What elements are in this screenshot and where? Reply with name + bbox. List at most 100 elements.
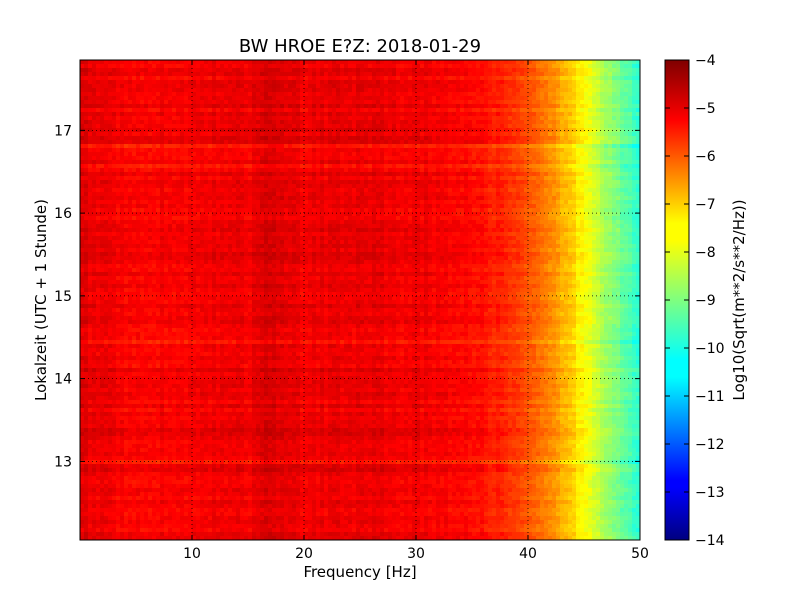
heatmap-cell	[428, 64, 433, 69]
heatmap-cell	[236, 152, 241, 157]
heatmap-cell	[224, 144, 229, 149]
heatmap-cell	[200, 148, 205, 153]
heatmap-cell	[356, 84, 361, 89]
heatmap-cell	[408, 104, 413, 109]
heatmap-cell	[388, 196, 393, 201]
heatmap-cell	[536, 192, 541, 197]
heatmap-cell	[532, 136, 537, 141]
heatmap-cell	[80, 60, 85, 65]
heatmap-cell	[224, 136, 229, 141]
heatmap-cell	[324, 112, 329, 117]
heatmap-cell	[564, 176, 569, 181]
heatmap-cell	[468, 176, 473, 181]
heatmap-cell	[148, 120, 153, 125]
heatmap-cell	[488, 176, 493, 181]
heatmap-cell	[512, 144, 517, 149]
heatmap-cell	[320, 156, 325, 161]
heatmap-cell	[196, 188, 201, 193]
heatmap-cell	[504, 108, 509, 113]
heatmap-cell	[548, 144, 553, 149]
heatmap-cell	[148, 96, 153, 101]
heatmap-cell	[280, 96, 285, 101]
heatmap-cell	[452, 184, 457, 189]
heatmap-cell	[100, 196, 105, 201]
heatmap-cell	[464, 80, 469, 85]
heatmap-cell	[400, 128, 405, 133]
heatmap-cell	[224, 160, 229, 165]
heatmap-cell	[412, 136, 417, 141]
heatmap-cell	[220, 188, 225, 193]
heatmap-cell	[244, 176, 249, 181]
heatmap-cell	[164, 172, 169, 177]
heatmap-cell	[528, 176, 533, 181]
heatmap-cell	[344, 96, 349, 101]
heatmap-cell	[384, 88, 389, 93]
heatmap-cell	[488, 112, 493, 117]
heatmap-cell	[208, 132, 213, 137]
heatmap-cell	[364, 200, 369, 205]
heatmap-cell	[484, 116, 489, 121]
heatmap-cell	[624, 84, 629, 89]
heatmap-cell	[340, 144, 345, 149]
heatmap-cell	[136, 184, 141, 189]
heatmap-cell	[328, 136, 333, 141]
heatmap-cell	[424, 128, 429, 133]
heatmap-cell	[276, 188, 281, 193]
heatmap-cell	[208, 60, 213, 65]
heatmap-cell	[244, 144, 249, 149]
heatmap-cell	[396, 196, 401, 201]
heatmap-cell	[236, 68, 241, 73]
heatmap-cell	[456, 180, 461, 185]
heatmap-cell	[404, 176, 409, 181]
heatmap-cell	[444, 64, 449, 69]
heatmap-cell	[188, 196, 193, 201]
heatmap-cell	[428, 144, 433, 149]
heatmap-cell	[340, 124, 345, 129]
heatmap-cell	[364, 136, 369, 141]
heatmap-cell	[276, 120, 281, 125]
heatmap-cell	[184, 144, 189, 149]
heatmap-cell	[260, 148, 265, 153]
heatmap-cell	[96, 152, 101, 157]
heatmap-cell	[120, 76, 125, 81]
heatmap-cell	[276, 148, 281, 153]
heatmap-cell	[492, 140, 497, 145]
heatmap-cell	[324, 144, 329, 149]
heatmap-cell	[328, 104, 333, 109]
heatmap-cell	[196, 64, 201, 69]
heatmap-cell	[636, 76, 641, 81]
heatmap-cell	[320, 176, 325, 181]
heatmap-cell	[552, 60, 557, 65]
heatmap-cell	[220, 112, 225, 117]
heatmap-cell	[428, 156, 433, 161]
heatmap-cell	[316, 176, 321, 181]
heatmap-cell	[408, 200, 413, 205]
heatmap-cell	[520, 104, 525, 109]
heatmap-cell	[324, 64, 329, 69]
heatmap-cell	[328, 128, 333, 133]
heatmap-cell	[408, 176, 413, 181]
heatmap-cell	[564, 68, 569, 73]
heatmap-cell	[444, 188, 449, 193]
heatmap-cell	[304, 156, 309, 161]
heatmap-cell	[80, 156, 85, 161]
heatmap-cell	[492, 96, 497, 101]
heatmap-cell	[488, 132, 493, 137]
heatmap-cell	[216, 180, 221, 185]
heatmap-cell	[128, 116, 133, 121]
heatmap-cell	[208, 184, 213, 189]
heatmap-cell	[216, 104, 221, 109]
heatmap-cell	[272, 176, 277, 181]
heatmap-cell	[96, 160, 101, 165]
heatmap-cell	[592, 108, 597, 113]
heatmap-cell	[392, 140, 397, 145]
heatmap-cell	[336, 124, 341, 129]
heatmap-cell	[368, 124, 373, 129]
heatmap-cell	[564, 132, 569, 137]
heatmap-cell	[580, 64, 585, 69]
heatmap-cell	[460, 80, 465, 85]
heatmap-cell	[292, 84, 297, 89]
heatmap-cell	[444, 100, 449, 105]
heatmap-cell	[368, 72, 373, 77]
